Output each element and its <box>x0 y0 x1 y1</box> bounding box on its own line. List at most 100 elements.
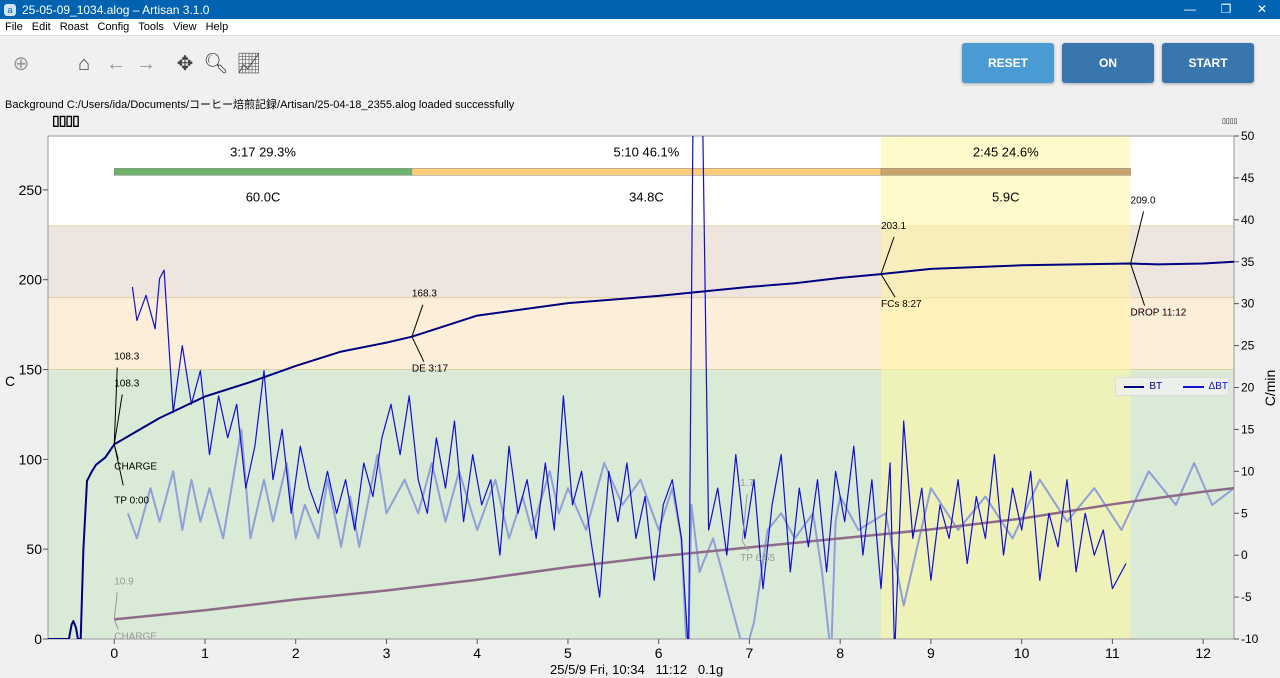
legend-bt-label: BT <box>1149 381 1163 392</box>
y2-tick-label: -5 <box>1241 590 1252 604</box>
annotation-value: 108.3 <box>114 378 139 389</box>
y2-tick-label: 0 <box>1241 548 1248 562</box>
x-tick-label: 12 <box>1195 645 1211 661</box>
annotation-leader <box>1130 211 1145 264</box>
menu-config[interactable]: Config <box>97 21 130 33</box>
y-tick-label: 0 <box>34 631 42 647</box>
back-arrow-icon[interactable]: ← <box>106 53 126 75</box>
lcd-display: ▯▯▯▯ <box>52 112 80 128</box>
annotation-leader <box>411 304 424 337</box>
phase-highlight <box>881 136 1131 639</box>
background-bt-line <box>114 486 1234 621</box>
legend-dbt-swatch <box>1183 385 1204 388</box>
pan-icon[interactable]: ✥ <box>176 53 194 75</box>
annotation-label: TP 6:55 <box>740 553 775 564</box>
annotation-label: DE 3:17 <box>412 364 449 375</box>
annotation-leader <box>880 236 895 275</box>
annotation-leader <box>113 444 124 486</box>
ror-line <box>131 136 1127 639</box>
menu-tools[interactable]: Tools <box>138 21 164 33</box>
zoom-icon[interactable]: 🔍︎ <box>203 53 229 75</box>
background-ror-line <box>126 428 1234 639</box>
x-tick-label: 9 <box>927 645 935 661</box>
y-tick-label: 100 <box>19 451 43 467</box>
annotation-leader <box>113 619 119 630</box>
annotation-leader <box>113 394 123 445</box>
phase-time-label: 5:10 46.1% <box>614 145 680 160</box>
annotation-leader <box>1130 263 1146 306</box>
phase-bar <box>411 168 882 176</box>
app-icon: a <box>4 3 16 16</box>
annotation-label: DROP 11:12 <box>1131 308 1187 319</box>
chart-legend: BT ΔBT <box>1115 377 1229 396</box>
y-tick-label: 150 <box>19 362 43 378</box>
y-axis-label: C <box>5 373 15 389</box>
annotation-leader <box>880 273 896 298</box>
x-tick-label: 0 <box>110 645 118 661</box>
y2-tick-label: 15 <box>1241 422 1255 436</box>
annotation-leader <box>411 336 425 362</box>
on-button[interactable]: ON <box>1062 43 1154 83</box>
annotation-value: 108.3 <box>114 351 139 362</box>
legend-bt-swatch <box>1124 385 1145 388</box>
reset-button[interactable]: RESET <box>962 43 1054 83</box>
phase-time-label: 2:45 24.6% <box>973 145 1039 160</box>
annotation-value: 203.1 <box>881 221 906 232</box>
annotation-label: CHARGE <box>114 461 157 472</box>
phase-delta-label: 60.0C <box>246 189 281 204</box>
menu-file[interactable]: File <box>5 21 23 33</box>
y2-tick-label: 35 <box>1241 255 1255 269</box>
y2-tick-label: 25 <box>1241 339 1255 353</box>
phase-delta-label: 34.8C <box>629 189 664 204</box>
y2-tick-label: 30 <box>1241 297 1255 311</box>
y2-tick-label: 5 <box>1241 506 1248 520</box>
y-tick-label: 250 <box>19 182 43 198</box>
menu-help[interactable]: Help <box>205 21 229 33</box>
x-tick-label: 7 <box>746 645 754 661</box>
title-bar: a 25-05-09_1034.alog – Artisan 3.1.0 — ❐ ✕ <box>0 0 1280 19</box>
x-tick-label: 11 <box>1105 645 1120 661</box>
annotation-leader <box>741 493 748 541</box>
x-tick-label: 6 <box>655 645 663 661</box>
y2-tick-label: -10 <box>1241 632 1259 646</box>
status-message: Background C:/Users/ida/Documents/コーヒー焙煎… <box>5 99 515 111</box>
annotation-leader <box>113 592 118 620</box>
y2-axis-label: C/min <box>1262 370 1278 407</box>
phase-delta-label: 5.9C <box>992 189 1019 204</box>
forward-arrow-icon[interactable]: → <box>136 53 156 75</box>
x-tick-label: 5 <box>564 645 572 661</box>
x-tick-label: 8 <box>836 645 844 661</box>
annotation-value: 209.0 <box>1131 196 1156 207</box>
bt-line <box>48 260 1234 639</box>
y-tick-label: 200 <box>19 272 43 288</box>
roast-info-footer: 25/5/9 Fri, 10:34 11:12 0.1g <box>550 662 724 677</box>
y2-tick-label: 10 <box>1241 464 1255 478</box>
y2-tick-label: 40 <box>1241 213 1255 227</box>
maximize-button[interactable]: ❐ <box>1220 2 1232 16</box>
annotation-value: 168.3 <box>412 289 437 300</box>
menu-bar: File Edit Roast Config Tools View Help <box>0 19 1280 36</box>
x-tick-label: 4 <box>473 645 481 661</box>
close-button[interactable]: ✕ <box>1256 2 1268 16</box>
y2-tick-label: 20 <box>1241 381 1255 395</box>
annotation-value: 10.9 <box>114 576 134 587</box>
x-tick-label: 2 <box>292 645 300 661</box>
annotation-leader <box>113 367 118 445</box>
annotation-value: 1.7 <box>740 478 754 489</box>
menu-roast[interactable]: Roast <box>59 21 89 33</box>
lcd-small-display: ▯▯▯▯ <box>1222 118 1238 125</box>
phase-bar <box>880 168 1131 176</box>
add-icon[interactable]: ⊕ <box>12 53 30 75</box>
y-tick-label: 50 <box>26 541 42 557</box>
menu-view[interactable]: View <box>172 21 197 33</box>
minimize-button[interactable]: — <box>1184 2 1196 16</box>
legend-dbt-label: ΔBT <box>1208 381 1228 392</box>
annotation-label: CHARGE <box>114 631 157 642</box>
menu-edit[interactable]: Edit <box>31 21 51 33</box>
home-icon[interactable]: ⌂ <box>77 53 91 75</box>
window-title: 25-05-09_1034.alog – Artisan 3.1.0 <box>22 2 210 17</box>
start-button[interactable]: START <box>1162 43 1254 83</box>
annotation-label: FCs 8:27 <box>881 299 922 310</box>
chart-line-icon[interactable]: 📈︎ <box>236 53 262 75</box>
